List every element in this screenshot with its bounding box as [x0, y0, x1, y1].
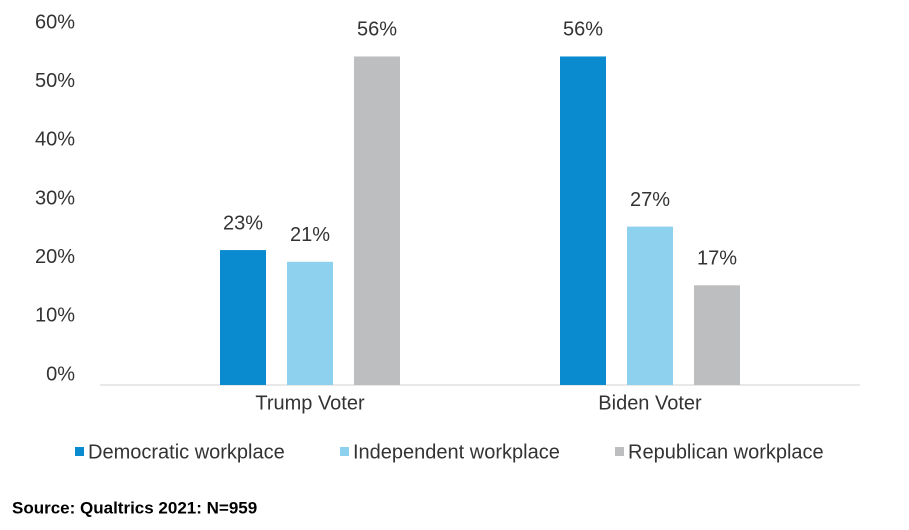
bar [694, 285, 740, 385]
legend-swatch [615, 447, 624, 456]
bar [354, 56, 400, 385]
bar [627, 226, 673, 385]
value-label: 27% [630, 189, 670, 211]
y-tick-label: 20% [35, 246, 75, 268]
x-tick-label: Trump Voter [255, 392, 365, 414]
value-label: 56% [563, 19, 603, 41]
y-tick-label: 10% [35, 305, 75, 327]
y-tick-label: 30% [35, 187, 75, 209]
y-tick-label: 40% [35, 129, 75, 151]
legend-label: Democratic workplace [88, 441, 285, 463]
x-tick-label: Biden Voter [598, 392, 702, 414]
bar [287, 261, 333, 385]
y-tick-label: 0% [46, 363, 75, 385]
legend-label: Republican workplace [628, 441, 824, 463]
value-label: 23% [223, 212, 263, 234]
legend-label: Independent workplace [353, 441, 560, 463]
source-note: Source: Qualtrics 2021: N=959 [12, 498, 257, 517]
value-label: 21% [290, 224, 330, 246]
legend-swatch [75, 447, 84, 456]
bar [560, 56, 606, 385]
legend-swatch [340, 447, 349, 456]
value-label: 17% [697, 248, 737, 270]
y-tick-label: 60% [35, 11, 75, 33]
bar [220, 250, 266, 385]
value-label: 56% [357, 19, 397, 41]
y-tick-label: 50% [35, 70, 75, 92]
